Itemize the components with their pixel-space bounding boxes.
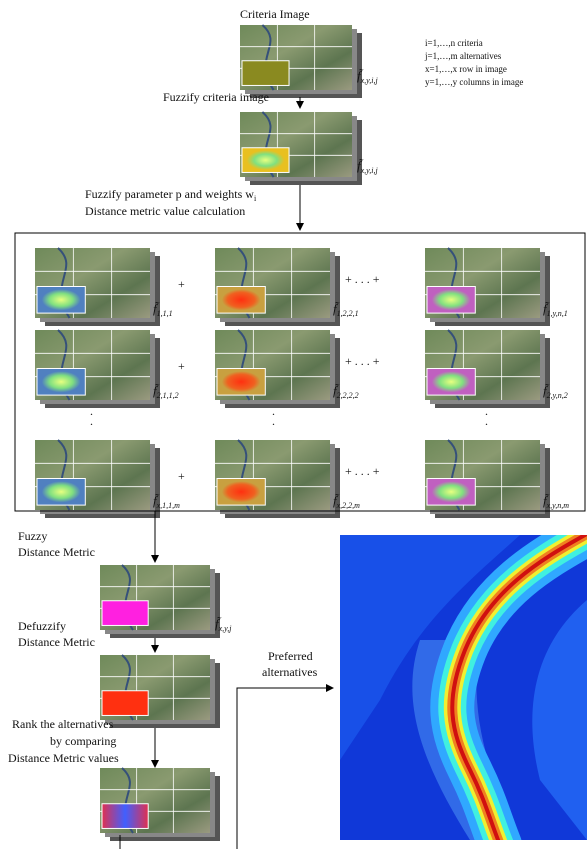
symbol: f̃ xyxy=(215,616,222,631)
formula-label: f̃1,y,n,1 xyxy=(543,301,568,318)
arrow xyxy=(236,684,334,849)
satellite-image xyxy=(100,654,220,728)
satellite-image xyxy=(240,111,362,185)
operator: + . . . + xyxy=(345,272,380,286)
formula-label: f̃x,y,n,m xyxy=(543,493,569,510)
satellite-image xyxy=(425,439,550,518)
step: Distance Metric xyxy=(18,635,95,649)
formula-label: f̃1,1,1 xyxy=(153,301,173,318)
vdots: . xyxy=(90,414,93,428)
satellite-image xyxy=(35,329,160,408)
symbol: f̃ xyxy=(543,383,550,398)
legend-line: x=1,…,x row in image xyxy=(425,64,507,74)
subscript: 2,1,1,2 xyxy=(157,391,179,400)
overlay-glow xyxy=(41,371,81,393)
formula-label: f̃2,2,2,2 xyxy=(333,383,359,400)
satellite-image xyxy=(100,564,220,638)
subscript: x,y,i,j xyxy=(360,166,379,175)
satellite-image xyxy=(215,247,340,326)
step: by comparing xyxy=(50,734,116,748)
symbol: f̃ xyxy=(333,301,340,316)
satellite-image xyxy=(215,329,340,408)
subscript: 1,y,n,1 xyxy=(547,309,568,318)
legend-line: j=1,…,m alternatives xyxy=(424,51,502,61)
symbol: f̃ xyxy=(333,383,340,398)
satellite-image xyxy=(100,767,220,841)
symbol: f̃ xyxy=(333,493,340,508)
satellite-image xyxy=(425,329,550,408)
overlay-glow xyxy=(431,289,471,311)
operator: + xyxy=(178,469,185,483)
formula-label: f̃x,1,1,m xyxy=(153,493,180,510)
satellite-image xyxy=(425,247,550,326)
subscript: x,1,1,m xyxy=(156,501,181,510)
vdots: . xyxy=(272,404,275,418)
formula-label: f̃x,2,2,m xyxy=(333,493,360,510)
step: Distance metric value calculation xyxy=(85,204,245,218)
symbol: f̃ xyxy=(543,301,550,316)
overlay-glow xyxy=(41,289,81,311)
overlay-glow xyxy=(221,481,261,503)
overlay xyxy=(101,803,149,829)
subscript: 1,2,2,1 xyxy=(337,309,359,318)
overlay xyxy=(241,60,290,86)
overlay-glow xyxy=(221,289,261,311)
formula-label: f̃2,1,1,2 xyxy=(153,383,179,400)
symbol: f̃ xyxy=(153,301,160,316)
legend-line: i=1,…,n criteria xyxy=(425,38,483,48)
subscript: 2,2,2,2 xyxy=(337,391,359,400)
step: Distance Metric xyxy=(18,545,95,559)
formula-label: f̃x,y,j xyxy=(215,616,232,633)
step: Fuzzify criteria image xyxy=(163,90,269,104)
formula-label: f̃2,y,n,2 xyxy=(543,383,568,400)
satellite-image xyxy=(35,247,160,326)
step: Defuzzify xyxy=(18,619,66,633)
symbol: f̃ xyxy=(153,493,160,508)
satellite-image xyxy=(215,439,340,518)
vdots: . xyxy=(272,414,275,428)
step: Rank the alternatives xyxy=(12,717,114,731)
symbol: f̃ xyxy=(357,158,364,173)
operator: + . . . + xyxy=(345,354,380,368)
overlay-glow xyxy=(221,371,261,393)
legend-line: y=1,…,y columns in image xyxy=(425,77,523,87)
subscript: x,y,j xyxy=(218,624,233,633)
formula-label: f̃1,2,2,1 xyxy=(333,301,359,318)
step: Fuzzify parameter p and weights wi xyxy=(85,187,257,203)
overlay-glow xyxy=(41,481,81,503)
satellite-image xyxy=(240,24,362,98)
overlay-glow xyxy=(246,150,285,170)
overlay xyxy=(101,600,149,626)
subscript: 2,y,n,2 xyxy=(547,391,568,400)
title: Criteria Image xyxy=(240,7,310,21)
vdots: . xyxy=(485,414,488,428)
step: Distance Metric values xyxy=(8,751,119,765)
subscript: x,y,i,j xyxy=(360,76,379,85)
overlay xyxy=(101,690,149,716)
result-map xyxy=(340,535,587,840)
subscript: 1,1,1 xyxy=(157,309,173,318)
step: alternatives xyxy=(262,665,318,679)
operator: + . . . + xyxy=(345,464,380,478)
vdots: . xyxy=(90,404,93,418)
calc-box xyxy=(14,232,586,512)
operator: + xyxy=(178,359,185,373)
symbol: f̃ xyxy=(543,493,550,508)
vdots: . xyxy=(485,404,488,418)
overlay-glow xyxy=(431,481,471,503)
overlay-glow xyxy=(431,371,471,393)
operator: + xyxy=(178,277,185,291)
formula-label: f̃x,y,i,j xyxy=(357,68,379,85)
formula-label: f̃x,y,i,j xyxy=(357,158,379,175)
satellite-image xyxy=(35,439,160,518)
symbol: f̃ xyxy=(357,68,364,83)
step: Fuzzy xyxy=(18,529,47,543)
symbol: f̃ xyxy=(153,383,160,398)
subscript: x,y,n,m xyxy=(546,501,570,510)
step: Preferred xyxy=(268,649,313,663)
subscript: x,2,2,m xyxy=(336,501,361,510)
